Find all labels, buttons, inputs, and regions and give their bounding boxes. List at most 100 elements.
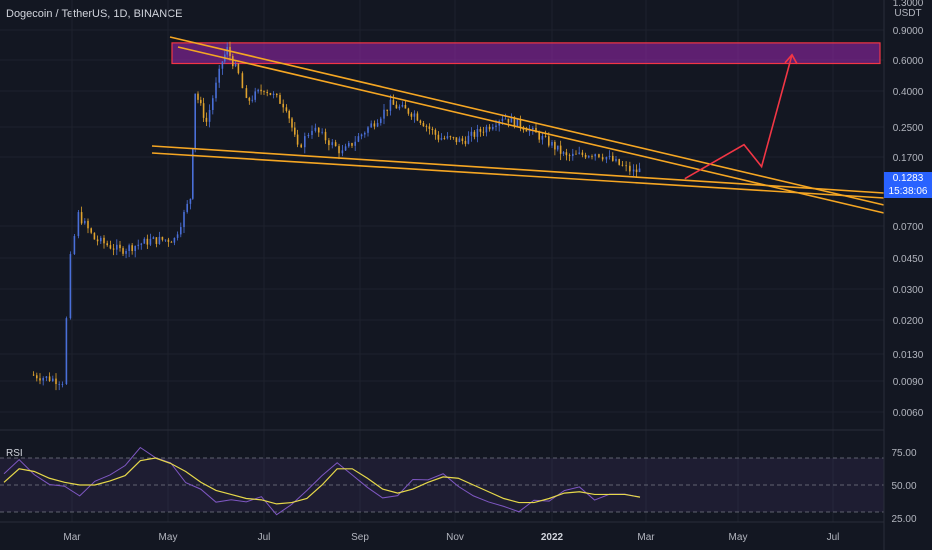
candle-body — [513, 117, 516, 127]
candle-body — [516, 118, 519, 127]
candle-body — [504, 118, 507, 120]
candle-body — [464, 140, 467, 144]
candle-body — [410, 113, 413, 117]
candle-body — [112, 248, 115, 250]
candle-body — [554, 141, 556, 150]
grid — [0, 0, 884, 522]
candle-body — [413, 113, 416, 117]
candle-body — [562, 152, 565, 154]
target-zone-rect — [171, 42, 881, 65]
price-tick-label: 0.2500 — [893, 123, 924, 134]
candle-body — [541, 135, 544, 140]
candle-body — [431, 128, 434, 130]
candle-body — [615, 159, 617, 161]
candle-body — [176, 234, 179, 238]
candle-body — [200, 99, 202, 104]
candle-body — [556, 145, 559, 150]
candle-body — [492, 126, 494, 130]
candle-body — [386, 109, 388, 111]
candle-body — [125, 251, 127, 254]
candle-body — [314, 127, 317, 131]
candle-body — [507, 118, 510, 123]
candle-body — [52, 378, 54, 381]
candle-body — [77, 212, 80, 237]
target-zone — [171, 42, 881, 65]
candle-body — [296, 134, 299, 145]
time-tick-label: May — [159, 532, 178, 543]
time-tick-label: Jul — [258, 532, 271, 543]
candle-body — [245, 88, 248, 98]
candle-body — [276, 93, 278, 96]
candle-body — [416, 113, 419, 121]
candle-body — [380, 118, 382, 123]
candle-body — [100, 237, 102, 242]
time-tick-label: Sep — [351, 532, 369, 543]
time-axis: Mar May Jul Sep Nov 2022 Mar May Jul — [63, 532, 839, 543]
time-tick-label: Jul — [827, 532, 840, 543]
candle-body — [479, 129, 482, 132]
price-tick-label: 0.0090 — [893, 377, 924, 388]
candle-body — [189, 198, 192, 204]
candle-body — [446, 136, 449, 139]
candle-body — [538, 132, 540, 140]
candle-body — [140, 243, 143, 245]
candle-body — [532, 127, 534, 130]
candle-body — [119, 244, 121, 249]
candle-body — [398, 106, 401, 109]
candle-body — [605, 156, 608, 160]
trendline-3 — [151, 152, 885, 199]
price-tick-label: 0.0300 — [893, 285, 924, 296]
candle-body — [401, 104, 404, 107]
candle-body — [519, 118, 522, 128]
candle-body — [232, 56, 234, 67]
candle-body — [183, 211, 185, 228]
candle-body — [482, 131, 485, 133]
candle-body — [291, 118, 293, 128]
time-tick-label: 2022 — [541, 532, 564, 543]
candle-body — [294, 127, 296, 135]
candle-body — [383, 109, 385, 119]
candle-body — [389, 99, 392, 111]
candle-body — [591, 156, 593, 157]
candle-body — [197, 93, 199, 100]
candle-body — [392, 99, 395, 105]
candle-body — [304, 136, 306, 148]
candle-body — [601, 157, 604, 160]
candle-body — [170, 241, 173, 243]
candle-body — [317, 127, 320, 133]
candle-body — [103, 237, 105, 244]
candle-body — [373, 123, 376, 127]
candle-body — [455, 137, 458, 143]
candle-body — [300, 144, 302, 148]
candle-body — [618, 159, 620, 165]
rsi-ma-line — [3, 457, 641, 505]
candle-body — [311, 130, 313, 135]
candle-body — [334, 142, 337, 147]
candle-body — [328, 140, 330, 146]
candle-body — [205, 117, 208, 122]
candle-body — [434, 129, 437, 135]
candle-body — [45, 376, 48, 379]
candle-body — [149, 238, 152, 245]
candle-body — [61, 383, 64, 385]
candle-body — [578, 152, 580, 154]
price-tick-label: 0.6000 — [893, 56, 924, 67]
candle-body — [452, 137, 455, 138]
candle-body — [621, 164, 624, 166]
time-tick-label: May — [729, 532, 748, 543]
time-tick-label: Nov — [446, 532, 464, 543]
candle-body — [407, 108, 410, 114]
candle-body — [42, 378, 44, 381]
candle-body — [263, 91, 265, 92]
projection-arrowhead — [784, 53, 798, 65]
candle-body — [404, 104, 407, 109]
candle-body — [241, 73, 244, 89]
candle-body — [321, 131, 323, 133]
candle-body — [559, 145, 562, 154]
candle-body — [612, 155, 614, 161]
candle-body — [128, 245, 130, 252]
rsi-pane — [0, 446, 884, 516]
candle-body — [254, 91, 256, 100]
candle-body — [143, 238, 146, 244]
